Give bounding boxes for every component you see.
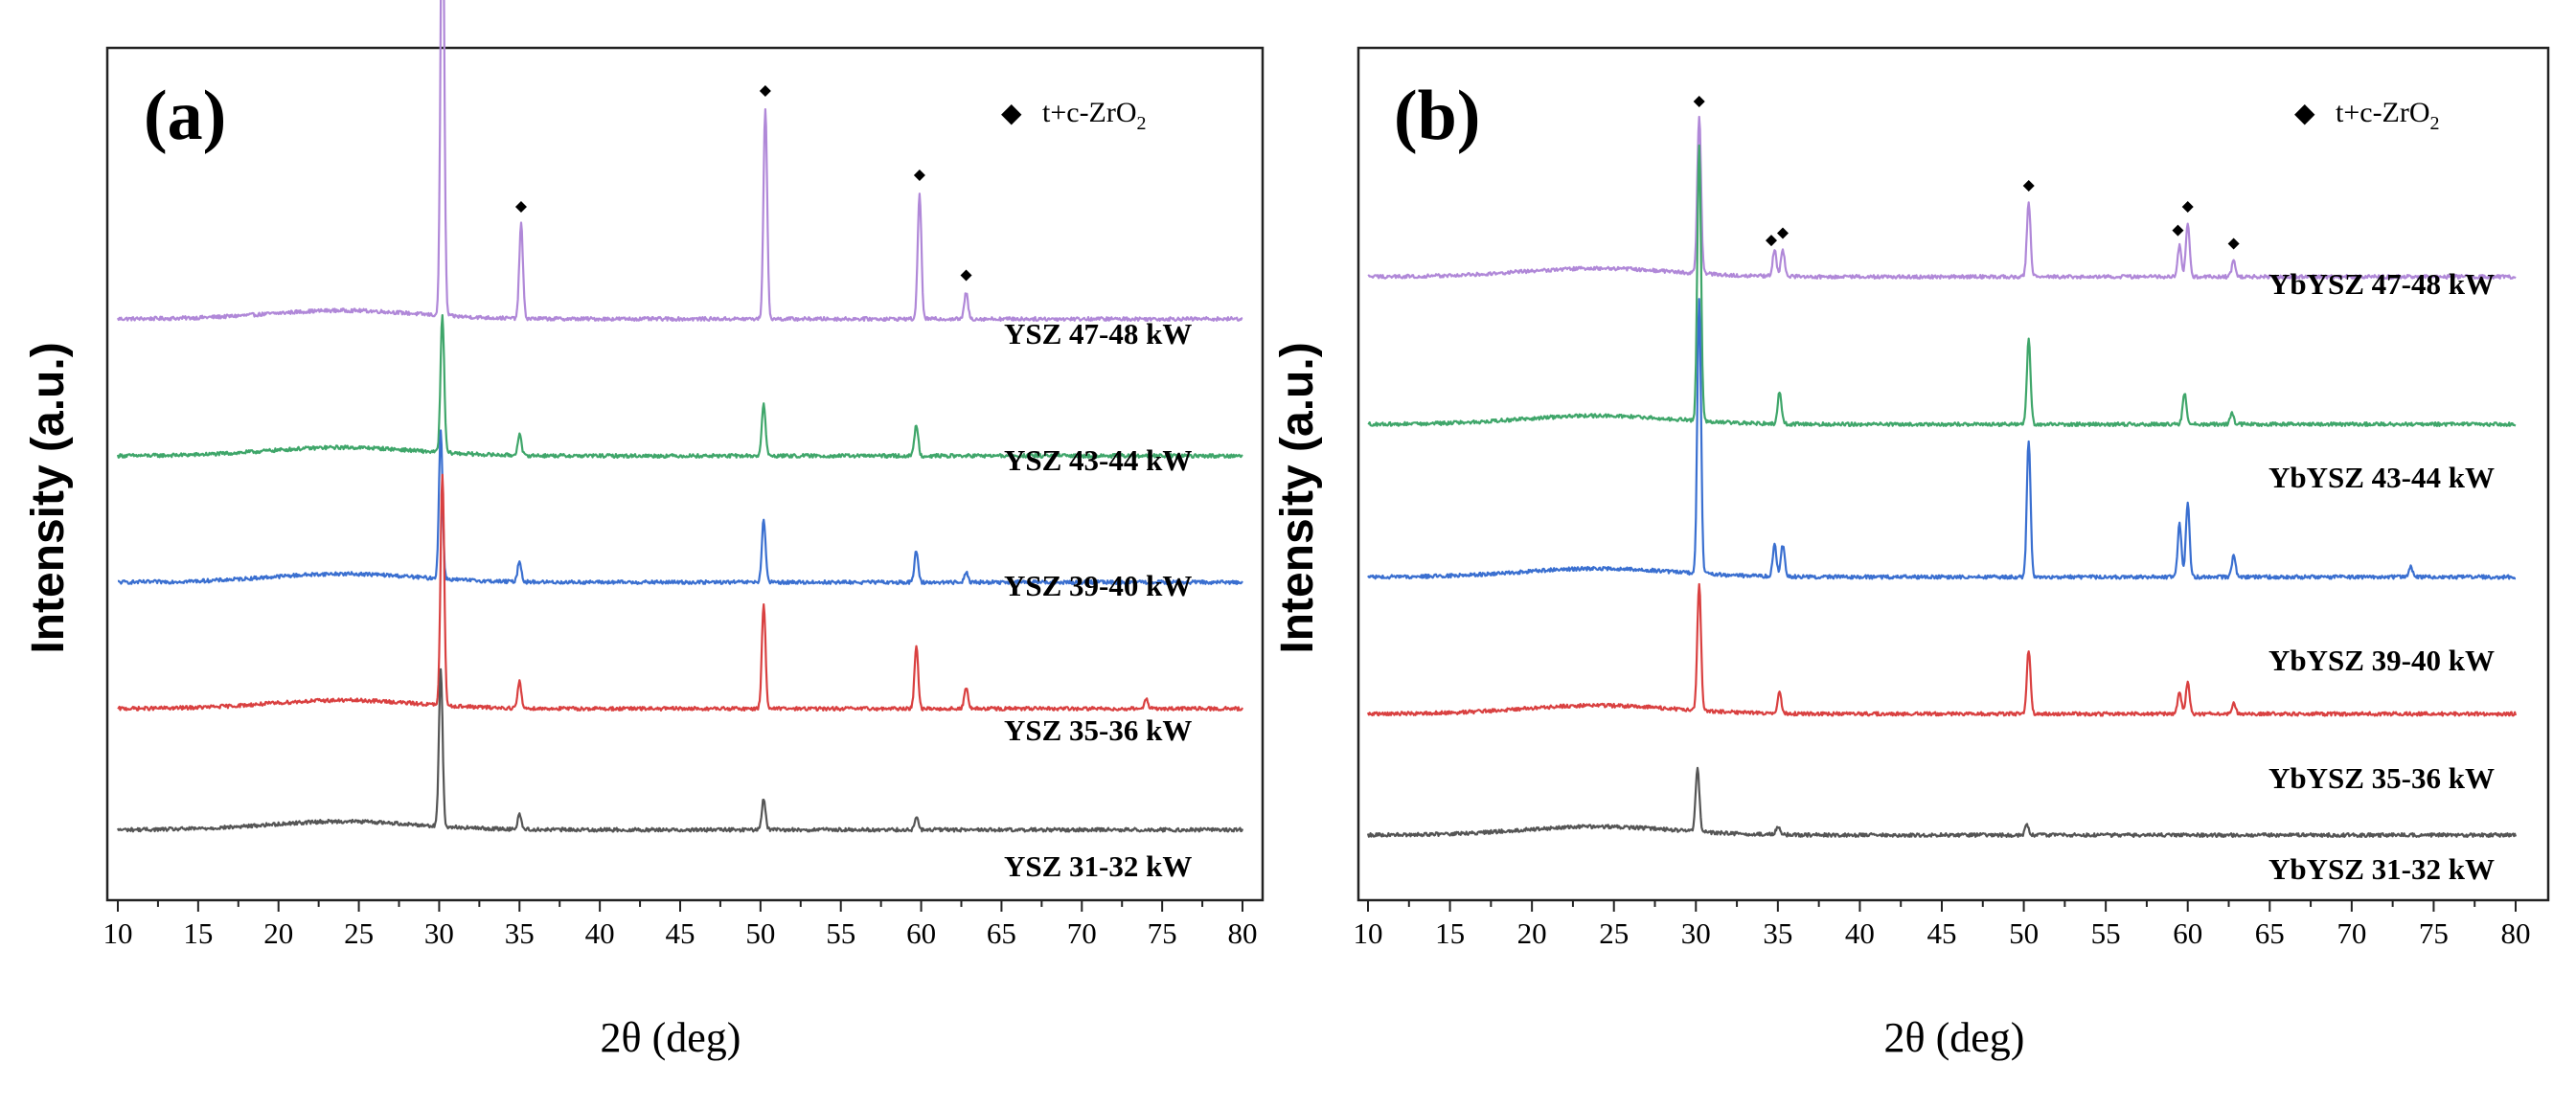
peak-marker <box>960 269 972 282</box>
panel-a-traces <box>116 0 1244 833</box>
series-line <box>117 429 1243 586</box>
x-tick-label: 25 <box>344 916 374 950</box>
peak-marker <box>1776 227 1789 239</box>
panel-b-y-axis-label: Intensity (a.u.) <box>1272 342 1323 653</box>
series-label: YbYSZ 47-48 kW <box>2268 267 2495 301</box>
panel-a-letter: (a) <box>144 77 226 155</box>
series-label: YSZ 47-48 kW <box>1004 317 1192 350</box>
peak-marker <box>514 201 527 213</box>
peak-marker <box>1693 96 1705 107</box>
panel-b-legend: ◆ t+c-ZrO2 <box>2294 97 2440 134</box>
x-tick-label: 65 <box>2255 916 2285 950</box>
x-tick-label: 10 <box>103 916 133 950</box>
x-tick-label: 50 <box>745 916 775 950</box>
panel-b-traces <box>1366 115 2518 839</box>
x-tick-label: 35 <box>505 916 535 950</box>
series-label: YSZ 35-36 kW <box>1004 713 1192 747</box>
peak-marker <box>1766 235 1778 247</box>
panel-a-peak-markers <box>514 85 972 282</box>
x-tick-label: 60 <box>2173 916 2202 950</box>
x-tick-label: 80 <box>2501 916 2531 950</box>
x-tick-label: 60 <box>906 916 936 950</box>
panel-b-letter: (b) <box>1394 77 1480 155</box>
peak-marker <box>2172 224 2184 237</box>
panel-a-x-axis-label: 2θ (deg) <box>601 1014 741 1061</box>
panel-a-x-axis: 10 15 20 25 30 35 40 45 50 55 60 65 70 75 80 <box>103 900 1258 950</box>
x-tick-label: 45 <box>1927 916 1957 950</box>
panel-b-series-labels: YbYSZ 47-48 kW YbYSZ 43-44 kW YbYSZ 39-4… <box>2268 267 2495 886</box>
series-line <box>117 473 1243 712</box>
panel-b-legend-marker: ◆ <box>2294 99 2315 128</box>
x-tick-label: 15 <box>183 916 213 950</box>
x-tick-label: 25 <box>1599 916 1629 950</box>
panel-a-legend-label: t+c-ZrO2 <box>1042 97 1147 134</box>
panel-b-legend-label: t+c-ZrO2 <box>2336 97 2440 134</box>
series-label: YSZ 43-44 kW <box>1004 443 1192 477</box>
panel-b-x-axis: 10 15 20 25 30 35 40 45 50 55 60 65 70 75 80 <box>1354 900 2531 950</box>
x-tick-label: 10 <box>1354 916 1383 950</box>
x-tick-label: 55 <box>2091 916 2121 950</box>
series-label: YbYSZ 43-44 kW <box>2268 461 2495 494</box>
series-label: YbYSZ 39-40 kW <box>2268 644 2495 677</box>
x-tick-label: 70 <box>2337 916 2366 950</box>
series-line <box>1367 298 2517 580</box>
x-tick-label: 75 <box>2419 916 2449 950</box>
panel-a: (a) ◆ t+c-ZrO2 YSZ 47-48 kW YSZ 43-44 kW… <box>23 0 1265 1061</box>
peak-marker <box>913 170 925 181</box>
x-tick-label: 15 <box>1435 916 1465 950</box>
peak-marker <box>2022 180 2035 192</box>
panel-b-peak-markers <box>1693 96 2240 250</box>
peak-marker <box>759 85 771 97</box>
panel-a-series-labels: YSZ 47-48 kW YSZ 43-44 kW YSZ 39-40 kW Y… <box>1004 317 1192 883</box>
panel-a-legend: ◆ t+c-ZrO2 <box>1001 97 1147 134</box>
series-line <box>1367 115 2517 280</box>
series-label: YbYSZ 35-36 kW <box>2268 761 2495 795</box>
x-tick-label: 65 <box>987 916 1016 950</box>
x-tick-label: 45 <box>666 916 695 950</box>
x-tick-label: 55 <box>826 916 855 950</box>
x-tick-label: 80 <box>1228 916 1258 950</box>
panel-a-y-axis-label: Intensity (a.u.) <box>23 342 74 653</box>
x-tick-label: 20 <box>263 916 293 950</box>
panel-a-legend-marker: ◆ <box>1001 99 1022 128</box>
series-line <box>1367 144 2517 427</box>
x-tick-label: 30 <box>424 916 454 950</box>
panel-b-frame <box>1356 46 2550 902</box>
x-tick-label: 50 <box>2009 916 2039 950</box>
x-tick-label: 40 <box>585 916 615 950</box>
x-tick-label: 20 <box>1517 916 1547 950</box>
x-tick-label: 75 <box>1148 916 1177 950</box>
series-label: YSZ 31-32 kW <box>1004 849 1192 883</box>
series-line <box>116 0 1243 322</box>
x-tick-label: 35 <box>1763 916 1792 950</box>
panel-b-x-axis-label: 2θ (deg) <box>1884 1014 2025 1061</box>
peak-marker <box>2227 237 2240 250</box>
x-tick-label: 70 <box>1067 916 1097 950</box>
series-label: YSZ 39-40 kW <box>1004 569 1192 602</box>
series-line <box>116 667 1244 833</box>
series-line <box>116 314 1243 459</box>
panel-a-frame <box>105 46 1265 902</box>
panel-b: (b) ◆ t+c-ZrO2 YbYSZ 47-48 kW YbYSZ 43-4… <box>1272 46 2550 1061</box>
peak-marker <box>2181 201 2194 213</box>
series-line <box>1366 582 2518 717</box>
series-line <box>1366 766 2518 839</box>
x-tick-label: 40 <box>1845 916 1875 950</box>
series-label: YbYSZ 31-32 kW <box>2268 852 2495 886</box>
x-tick-label: 30 <box>1681 916 1711 950</box>
